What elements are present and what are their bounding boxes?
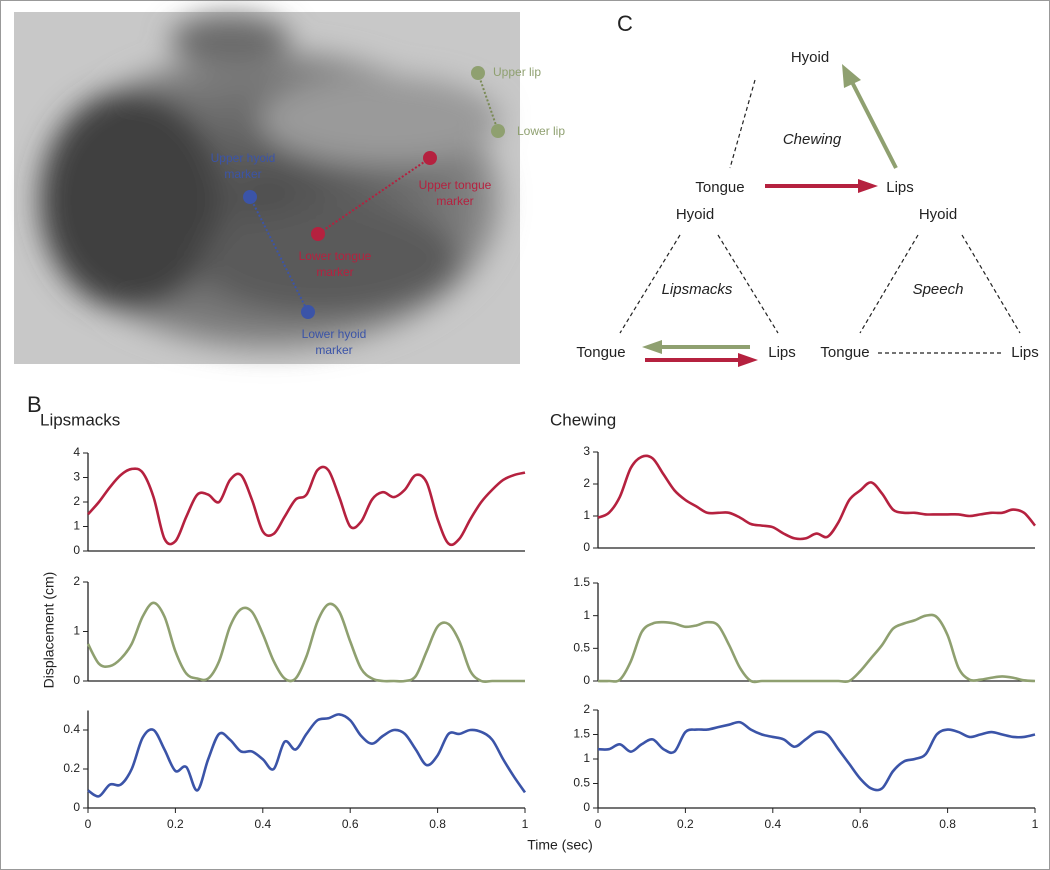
y-tick-label: 0.2 — [63, 761, 80, 775]
y-tick-label: 1.5 — [573, 575, 590, 589]
node-label: Lips — [886, 179, 914, 196]
y-tick-label: 0 — [73, 543, 80, 557]
marker-label: Upper lip — [493, 65, 541, 79]
y-tick-label: 1 — [73, 519, 80, 533]
data-line — [87, 713, 527, 798]
data-line — [597, 720, 1036, 792]
x-axis-label: Time (sec) — [527, 837, 593, 853]
x-tick-label: 0.2 — [167, 817, 184, 831]
y-tick-label: 2 — [583, 702, 590, 716]
marker-label: marker — [224, 167, 261, 181]
y-tick-label: 3 — [73, 470, 80, 484]
node-label: Lips — [1011, 344, 1039, 361]
marker-label: marker — [436, 194, 473, 208]
x-tick-label: 0 — [595, 817, 602, 831]
x-tick-label: 0.4 — [254, 817, 271, 831]
y-tick-label: 4 — [73, 445, 80, 459]
marker-label: marker — [316, 265, 353, 279]
y-tick-label: 0.5 — [573, 641, 590, 655]
y-tick-label: 1 — [583, 751, 590, 765]
marker-label: Upper hyoid — [211, 151, 276, 165]
marker-label: Lower lip — [517, 124, 565, 138]
panel-label: B — [27, 392, 42, 417]
y-axis-label: Displacement (cm) — [41, 572, 57, 689]
y-tick-label: 0 — [73, 673, 80, 687]
marker-label: Upper tongue — [419, 178, 492, 192]
x-tick-label: 0 — [85, 817, 92, 831]
behavior-label: Speech — [913, 281, 964, 298]
x-tick-label: 0.6 — [852, 817, 869, 831]
data-line — [597, 454, 1037, 541]
x-tick-label: 0.8 — [429, 817, 446, 831]
node-label: Hyoid — [676, 206, 714, 223]
data-line — [87, 465, 526, 547]
x-tick-label: 0.2 — [677, 817, 694, 831]
marker-label: Lower hyoid — [302, 327, 367, 341]
marker-label: Lower tongue — [299, 249, 372, 263]
data-line — [597, 613, 1036, 684]
x-tick-label: 1 — [1032, 817, 1039, 831]
x-tick-label: 0.8 — [939, 817, 956, 831]
y-tick-label: 0 — [583, 800, 590, 814]
y-tick-label: 3 — [583, 444, 590, 458]
node-label: Tongue — [695, 179, 744, 196]
behavior-label: Chewing — [783, 131, 842, 148]
node-label: Hyoid — [919, 206, 957, 223]
y-tick-label: 0.5 — [573, 776, 590, 790]
y-tick-label: 1 — [583, 508, 590, 522]
panel-label: C — [617, 11, 633, 36]
xray-image — [14, 12, 520, 364]
node-label: Hyoid — [791, 49, 829, 66]
y-tick-label: 1 — [73, 624, 80, 638]
node-label: Lips — [768, 344, 796, 361]
data-line — [86, 601, 525, 684]
chart-title: Lipsmacks — [40, 410, 120, 429]
diagram-lines — [619, 79, 1021, 354]
y-tick-label: 0 — [73, 800, 80, 814]
y-tick-label: 2 — [73, 494, 80, 508]
y-tick-label: 0 — [583, 673, 590, 687]
behavior-label: Lipsmacks — [662, 281, 733, 298]
node-label: Tongue — [820, 344, 869, 361]
x-tick-label: 0.6 — [342, 817, 359, 831]
x-tick-label: 1 — [522, 817, 529, 831]
x-tick-label: 0.4 — [764, 817, 781, 831]
y-tick-label: 1.5 — [573, 727, 590, 741]
y-tick-label: 1 — [583, 608, 590, 622]
marker-label: marker — [315, 343, 352, 357]
y-tick-label: 2 — [73, 574, 80, 588]
diagram-arrows — [642, 64, 898, 367]
chart-title: Chewing — [550, 410, 616, 429]
y-tick-label: 2 — [583, 476, 590, 490]
y-tick-label: 0 — [583, 540, 590, 554]
y-tick-label: 0.4 — [63, 722, 80, 736]
node-label: Tongue — [576, 344, 625, 361]
